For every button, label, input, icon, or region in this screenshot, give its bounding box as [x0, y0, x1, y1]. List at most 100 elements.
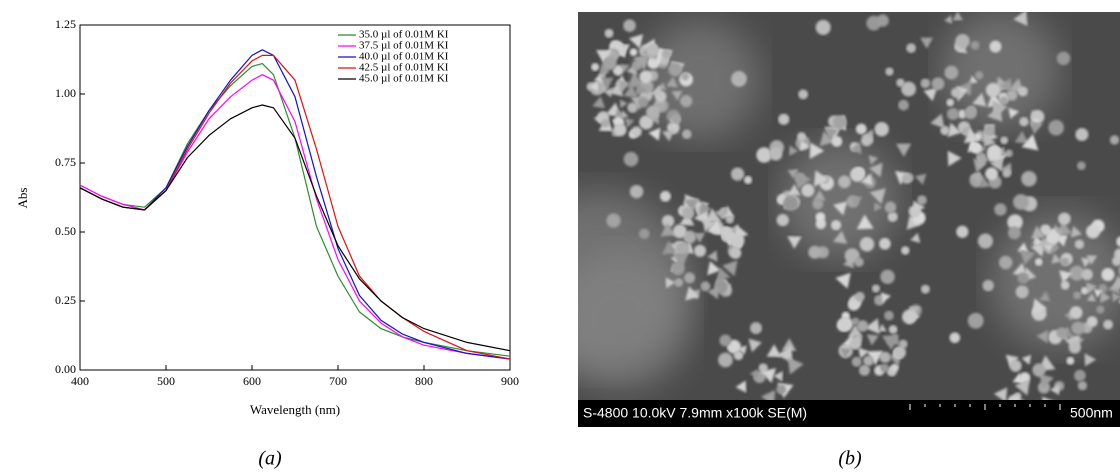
sem-particle [672, 224, 687, 239]
x-tick-label: 800 [415, 374, 433, 388]
sem-particle [1021, 171, 1037, 187]
sem-particle [1005, 149, 1013, 158]
sem-particle [766, 344, 782, 357]
sem-particle [956, 225, 969, 238]
sem-particle [1116, 236, 1120, 247]
sem-particle [799, 140, 810, 151]
sem-particle [947, 150, 962, 167]
sem-particle [627, 102, 638, 113]
sem-particle [706, 219, 723, 235]
sem-particle [619, 99, 628, 109]
plot-frame [79, 24, 511, 371]
sem-particle [795, 172, 812, 190]
sem-particle [787, 184, 801, 196]
sem-particle [850, 142, 862, 155]
series-line [79, 74, 511, 360]
sem-particle [850, 167, 865, 182]
sem-haze [578, 250, 690, 390]
sem-particle [848, 324, 863, 338]
sem-particle [879, 237, 891, 250]
sem-particle [1032, 298, 1048, 315]
sem-particle [1071, 321, 1085, 335]
sem-particle [1111, 275, 1120, 290]
sem-particle [1080, 286, 1089, 295]
sem-particle [639, 228, 650, 240]
sem-particle [714, 207, 726, 220]
sem-particle [1101, 268, 1115, 282]
sem-particle [879, 351, 891, 363]
sem-particle [776, 213, 789, 227]
sem-particle [1043, 244, 1054, 253]
sem-particle [589, 81, 599, 92]
sem-particle [813, 170, 829, 187]
sem-particle [1019, 249, 1036, 265]
sem-particle [1045, 230, 1060, 245]
sem-particle [838, 317, 853, 332]
sem-particle [801, 183, 815, 197]
x-tick-label: 400 [71, 374, 89, 388]
sem-particle [1084, 353, 1097, 367]
sem-particle [797, 132, 806, 141]
sem-particle [877, 323, 887, 332]
series-line [79, 49, 511, 360]
sem-particle [675, 242, 691, 257]
sem-particle [1049, 384, 1060, 396]
sem-particle [733, 350, 744, 361]
sem-particle [1093, 289, 1103, 298]
legend-label: 45.0 µl of 0.01M KI [359, 73, 449, 85]
sem-particle [864, 318, 880, 335]
sem-info: S-4800 10.0kV 7.9mm x100k SE(M) [583, 405, 807, 421]
sem-particle [623, 84, 638, 98]
sem-particle [616, 80, 631, 94]
sem-particle [604, 28, 614, 38]
sem-particle [707, 286, 720, 300]
sem-particle [861, 174, 873, 186]
sem-particle [825, 127, 839, 141]
sem-particle [815, 19, 831, 35]
sem-particle [1100, 291, 1111, 304]
sem-particle [683, 230, 697, 244]
sem-particle [849, 337, 862, 350]
sem-particle [980, 178, 991, 188]
sem-particle [906, 43, 916, 53]
sem-particle [1058, 212, 1071, 226]
sem-particle [898, 99, 909, 111]
sem-particle [729, 247, 742, 260]
sem-particle [874, 122, 889, 137]
sem-particle [851, 317, 860, 326]
sem-particle [670, 113, 682, 125]
sem-particle [1037, 381, 1050, 394]
sem-particle [1086, 224, 1100, 239]
sem-particle [783, 195, 799, 211]
sem-particle [638, 97, 649, 108]
sem-particle [1008, 107, 1020, 119]
sem-particle [923, 87, 938, 102]
sem-particle [970, 171, 981, 183]
sem-particle [731, 71, 747, 87]
sem-particle [958, 80, 972, 97]
sem-particle [976, 155, 989, 169]
sem-particle [888, 325, 898, 334]
sem-particle [603, 56, 617, 71]
sem-particle [776, 384, 787, 395]
sem-particle [854, 291, 865, 302]
sem-particle [920, 37, 933, 49]
series-line [79, 104, 511, 352]
sem-particle [661, 240, 678, 255]
sem-particle [729, 233, 745, 248]
sem-particle [812, 198, 824, 210]
sem-particle [722, 260, 738, 277]
sem-particle [920, 78, 931, 89]
sem-particle [606, 213, 621, 228]
sem-particle [665, 277, 676, 289]
sem-particle [808, 245, 822, 259]
sem-particle [620, 64, 630, 73]
sem-particle [623, 151, 639, 167]
sem-particle [880, 292, 891, 303]
sem-particle [998, 255, 1013, 270]
sem-particle [1013, 12, 1028, 27]
sem-particle [1032, 363, 1046, 377]
sem-particle [769, 147, 783, 161]
legend-label: 37.5 µl of 0.01M KI [359, 40, 449, 52]
sem-particle [967, 138, 982, 153]
